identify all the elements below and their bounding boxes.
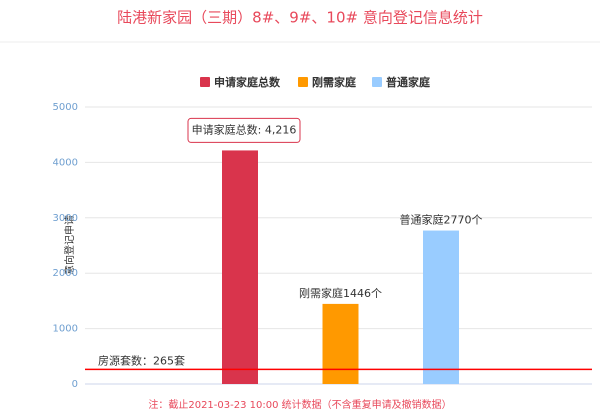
footnote: 注：截止2021-03-23 10:00 统计数据（不含重复申请及撤销数据） [148,398,451,411]
legend-label: 申请家庭总数 [214,75,281,89]
legend-swatch [298,77,308,87]
value-label: 刚需家庭1446个 [299,286,382,300]
legend-swatch [372,77,382,87]
value-label: 普通家庭2770个 [400,213,483,227]
y-tick-label: 4000 [53,157,78,168]
bar [423,230,459,384]
chart-title: 陆港新家园（三期）8#、9#、10# 意向登记信息统计 [117,9,483,27]
bar [222,150,258,384]
legend-label: 普通家庭 [386,75,430,89]
y-tick-label: 3000 [53,213,78,224]
legend-label: 刚需家庭 [312,75,356,89]
legend-swatch [200,77,210,87]
y-axis-label: 意向登记申请 [63,215,76,275]
tooltip-text: 申请家庭总数: 4,216 [192,122,297,136]
y-tick-label: 0 [72,379,78,390]
reference-label: 房源套数：265套 [98,353,185,367]
tooltip-box [187,117,301,143]
y-tick-label: 5000 [53,102,78,113]
bar [322,303,359,384]
y-tick-label: 2000 [53,268,78,279]
y-tick-label: 1000 [53,324,78,335]
